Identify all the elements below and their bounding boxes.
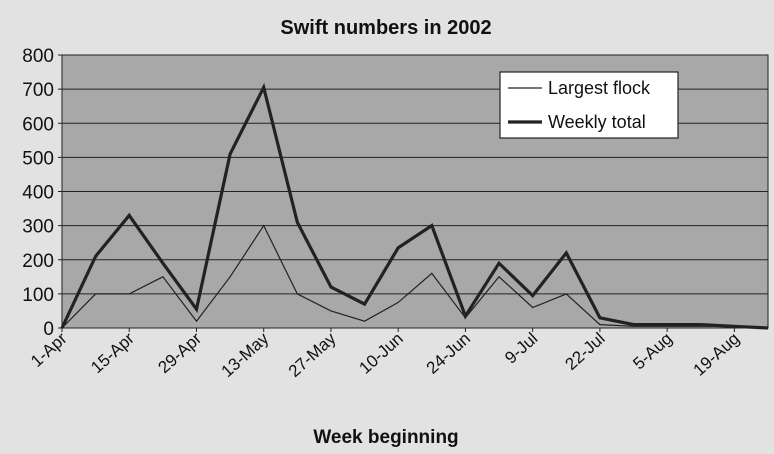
series-line-weekly-total: [60, 82, 769, 330]
legend-box: [499, 71, 679, 139]
legend-label-weekly-total: Weekly total: [548, 112, 646, 132]
y-tick-label-400: 400: [22, 183, 54, 204]
x-tick-label-5-Aug: 5-Aug: [629, 329, 675, 373]
y-tick-label-0: 0: [43, 319, 54, 340]
x-tick-label-9-Jul: 9-Jul: [501, 329, 541, 368]
chart-title: Swift numbers in 2002: [280, 17, 491, 39]
x-tick-label-22-Jul: 22-Jul: [561, 329, 608, 374]
series-line-largest-flock: [61, 224, 769, 329]
y-tick-label-100: 100: [22, 285, 54, 306]
x-tick-label-10-Jun: 10-Jun: [356, 329, 407, 378]
legend: Largest flock Weekly total: [499, 71, 679, 139]
y-tick-label-600: 600: [22, 114, 54, 135]
y-tick-label-700: 700: [22, 80, 54, 101]
series-lines: [60, 82, 769, 330]
x-tick-label-24-Jun: 24-Jun: [423, 329, 474, 378]
y-tick-label-800: 800: [22, 46, 54, 67]
y-tick-label-500: 500: [22, 148, 54, 169]
x-axis-ticks: 1-Apr 15-Apr 29-Apr 13-May 27-May 10-Jun 24-Ju…: [27, 328, 743, 381]
y-axis-ticks: 0 100 200 300 400 500 600 700 800: [22, 46, 62, 340]
y-tick-label-300: 300: [22, 217, 54, 238]
x-tick-label-15-Apr: 15-Apr: [87, 329, 138, 377]
x-tick-label-27-May: 27-May: [285, 329, 340, 381]
x-tick-label-19-Aug: 19-Aug: [690, 329, 743, 380]
x-axis-label: Week beginning: [313, 427, 458, 448]
x-tick-label-13-May: 13-May: [218, 329, 273, 381]
legend-label-largest-flock: Largest flock: [548, 78, 651, 98]
y-tick-label-200: 200: [22, 251, 54, 272]
x-tick-label-29-Apr: 29-Apr: [155, 329, 206, 377]
